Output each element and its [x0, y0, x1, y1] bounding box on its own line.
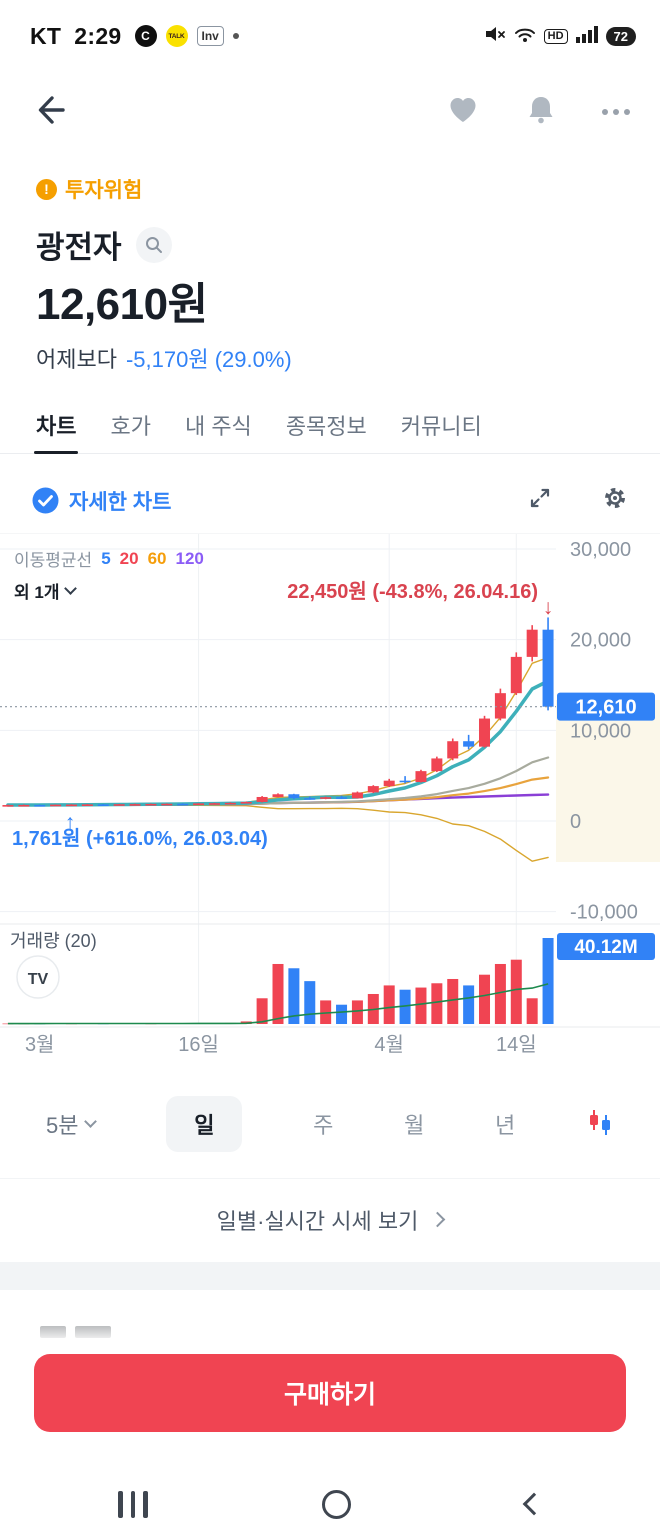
period-day-button[interactable]: 일 [166, 1096, 243, 1152]
expand-icon [530, 488, 550, 508]
svg-text:1,761원 (+616.0%, 26.03.04): 1,761원 (+616.0%, 26.03.04) [12, 827, 268, 850]
detail-chart-toggle[interactable]: 자세한 차트 [32, 486, 171, 516]
chevron-down-icon [84, 1115, 98, 1128]
kakaotalk-badge: TALK [165, 25, 188, 47]
ma-120-label: 120 [175, 548, 204, 568]
android-navigation-bar [0, 1472, 660, 1536]
svg-text:-10,000: -10,000 [570, 902, 638, 924]
buy-button[interactable]: 구매하기 [34, 1354, 626, 1432]
chart-toolbar: 자세한 차트 [0, 468, 660, 534]
period-month-button[interactable]: 월 [404, 1113, 425, 1138]
detail-chart-label: 자세한 차트 [69, 490, 172, 514]
svg-text:4월: 4월 [374, 1033, 404, 1056]
svg-text:TV: TV [28, 971, 49, 988]
svg-text:20,000: 20,000 [570, 630, 631, 652]
svg-text:거래량 (20): 거래량 (20) [10, 931, 97, 951]
ma-60-label: 60 [147, 548, 167, 568]
ma-20-label: 20 [119, 548, 139, 568]
svg-text:0: 0 [570, 811, 581, 833]
carrier-label: KT [30, 22, 62, 49]
warning-icon: ! [36, 178, 57, 200]
svg-text:30,000: 30,000 [570, 539, 631, 561]
tab-stock-info[interactable]: 종목정보 [285, 413, 367, 439]
status-left-cluster: KT 2:29 C TALK Inv [30, 23, 239, 50]
chart-toolbar-actions [528, 485, 628, 516]
back-button[interactable] [30, 90, 70, 135]
search-icon [145, 236, 162, 253]
ma-5-label: 5 [101, 548, 111, 568]
tab-community[interactable]: 커뮤니티 [400, 413, 482, 439]
price-change-row: 어제보다 -5,170원 (29.0%) [36, 342, 292, 374]
home-button[interactable] [322, 1489, 352, 1519]
chevron-down-icon [64, 581, 78, 595]
nav-actions [446, 93, 630, 132]
notification-badge-c: C [134, 25, 157, 47]
tab-orderbook[interactable]: 호가 [110, 413, 151, 439]
check-circle-icon [32, 487, 59, 514]
warning-label: 투자위험 [65, 179, 143, 202]
mute-icon [484, 24, 506, 49]
chart-settings-button[interactable] [602, 485, 628, 516]
more-indicators-label: 외 1개 [14, 583, 60, 602]
period-week-button[interactable]: 주 [313, 1113, 334, 1138]
svg-text:16일: 16일 [178, 1033, 219, 1056]
system-back-button[interactable] [522, 1492, 546, 1516]
partial-content-fragment [40, 1326, 111, 1338]
moving-average-legend: 이동평균선 5 20 60 120 [14, 546, 204, 571]
svg-text:↑: ↑ [65, 811, 76, 834]
svg-text:14일: 14일 [496, 1033, 537, 1056]
svg-text:12,610: 12,610 [575, 697, 636, 719]
change-value: -5,170원 (29.0%) [125, 347, 292, 372]
period-year-button[interactable]: 년 [495, 1113, 516, 1138]
investment-warning: ! 투자위험 [36, 174, 142, 204]
search-button[interactable] [135, 226, 172, 263]
section-tabs: 차트 호가 내 주식 종목정보 커뮤니티 [0, 396, 660, 454]
expand-chart-button[interactable] [528, 486, 552, 515]
alert-bell-button[interactable] [524, 93, 558, 132]
svg-text:22,450원 (-43.8%, 26.04.16): 22,450원 (-43.8%, 26.04.16) [287, 580, 538, 603]
daily-quote-link[interactable]: 일별·실시간 시세 보기 [0, 1178, 660, 1260]
svg-text:↓: ↓ [543, 596, 554, 619]
price-chart-panel: 30,000 20,000 10,000 0 -10,000 3월 16일 4월 14일 12,6… [0, 534, 660, 1059]
candlestick-chart[interactable]: 30,000 20,000 10,000 0 -10,000 3월 16일 4월 14일 12,6… [0, 534, 660, 1059]
svg-text:40.12M: 40.12M [574, 937, 637, 958]
change-prefix: 어제보다 [36, 347, 117, 372]
signal-strength-icon [575, 25, 598, 48]
favorite-heart-button[interactable] [446, 93, 480, 132]
daily-quote-label: 일별·실시간 시세 보기 [216, 1208, 419, 1234]
tab-chart[interactable]: 차트 [33, 396, 79, 454]
wifi-icon [514, 25, 536, 48]
battery-icon: 72 [605, 26, 636, 46]
stock-name-row: 광전자 [36, 222, 172, 267]
more-options-button[interactable] [602, 109, 630, 115]
svg-text:3월: 3월 [25, 1033, 55, 1056]
clock-label: 2:29 [74, 22, 122, 49]
notification-dot-icon [232, 33, 239, 39]
section-divider [0, 1262, 660, 1290]
chevron-right-icon [430, 1211, 446, 1228]
svg-text:10,000: 10,000 [570, 720, 631, 742]
minute-interval-dropdown[interactable]: 5분 [46, 1108, 98, 1140]
ma-legend-title: 이동평균선 [14, 551, 93, 570]
recent-apps-button[interactable] [118, 1490, 148, 1518]
status-right-cluster: HD 72 [484, 24, 636, 49]
current-price: 12,610원 [36, 280, 208, 329]
gear-icon [605, 488, 625, 508]
hd-icon: HD [543, 28, 568, 44]
investing-badge: Inv [196, 26, 224, 46]
status-bar: KT 2:29 C TALK Inv HD 72 [0, 16, 660, 56]
candle-style-button[interactable] [586, 1108, 614, 1141]
chart-period-bar: 5분 일 주 월 년 [0, 1088, 660, 1160]
more-indicators-dropdown[interactable]: 외 1개 [14, 578, 78, 603]
app-nav-bar [0, 84, 660, 140]
buy-button-fade-backdrop [0, 1290, 660, 1356]
candlestick-icon [590, 1109, 610, 1135]
stock-name: 광전자 [36, 230, 122, 265]
tab-my-stocks[interactable]: 내 주식 [184, 413, 252, 439]
minute-interval-label: 5분 [46, 1113, 79, 1138]
